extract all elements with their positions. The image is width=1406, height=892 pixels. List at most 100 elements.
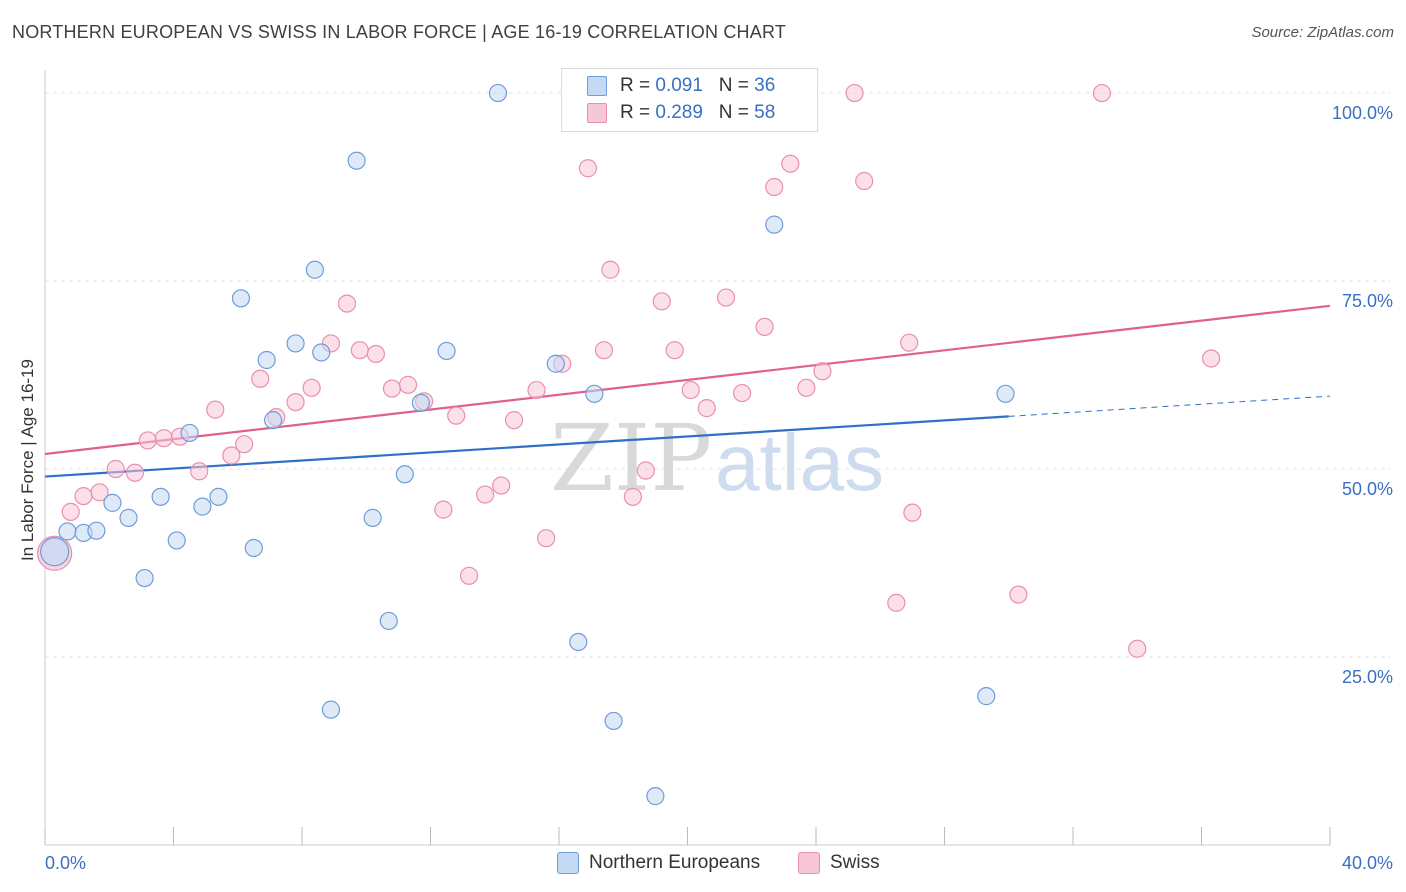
point-northern-europeans (231, 289, 251, 308)
point-northern-europeans (363, 508, 382, 527)
point-swiss (398, 375, 418, 394)
y-tick-label: 50.0% (1342, 479, 1393, 499)
point-swiss (601, 260, 620, 279)
x-tick-labels: 0.0% 40.0% (45, 853, 1393, 873)
y-tick-labels: 25.0% 50.0% 75.0% 100.0% (1332, 103, 1393, 687)
legend-r-label: R = (620, 75, 656, 96)
point-northern-europeans (546, 354, 565, 373)
point-swiss (594, 341, 614, 360)
point-northern-europeans (379, 611, 398, 631)
point-swiss (476, 485, 495, 504)
point-northern-europeans (646, 787, 665, 806)
point-swiss (1202, 349, 1221, 368)
source-label: Source: ZipAtlas.com (1251, 24, 1394, 41)
point-northern-europeans (312, 343, 331, 362)
point-swiss (350, 341, 369, 360)
point-swiss (206, 400, 225, 419)
point-northern-europeans (119, 508, 138, 527)
legend-r-value: 0.091 (655, 75, 703, 96)
point-swiss (138, 431, 157, 450)
point-swiss (434, 500, 453, 519)
point-swiss (733, 383, 752, 403)
y-tick-label: 100.0% (1332, 103, 1393, 123)
point-swiss (504, 411, 524, 430)
y-tick-label: 25.0% (1342, 667, 1393, 687)
y-tick-label: 75.0% (1342, 291, 1393, 311)
axes (44, 70, 1331, 846)
point-northern-europeans (193, 497, 212, 516)
trend-line-swiss (44, 304, 1331, 456)
point-swiss (697, 399, 716, 418)
point-swiss (235, 435, 254, 454)
trend-line-extension (1008, 395, 1331, 417)
point-northern-europeans (488, 83, 508, 103)
point-northern-europeans (321, 700, 341, 719)
point-swiss (665, 341, 684, 360)
point-northern-europeans (395, 465, 414, 484)
legend-n-value: 36 (754, 75, 776, 96)
point-northern-europeans (569, 632, 588, 652)
point-swiss (755, 317, 774, 336)
point-swiss (337, 294, 357, 313)
grid-lines (45, 92, 1390, 658)
point-swiss (1128, 639, 1147, 658)
point-swiss (578, 159, 598, 178)
point-northern-europeans (180, 423, 199, 443)
point-northern-europeans (151, 487, 170, 506)
point-northern-europeans (209, 487, 228, 506)
point-northern-europeans (87, 521, 106, 540)
point-northern-europeans (604, 711, 623, 731)
point-swiss (855, 171, 874, 191)
legend-item-northern-europeans[interactable]: Northern Europeans (557, 852, 760, 874)
point-swiss (492, 476, 511, 495)
point-swiss (900, 333, 919, 352)
point-swiss (222, 446, 241, 465)
series-legend: Northern Europeans Swiss (0, 850, 1406, 878)
point-swiss (125, 463, 145, 482)
legend-label-northern: Northern Europeans (589, 852, 761, 873)
legend-row-swiss: R = 0.289 N = 58 (587, 101, 776, 125)
legend-r-label: R = (620, 102, 656, 123)
point-swiss (251, 369, 270, 388)
legend-label-swiss: Swiss (830, 852, 880, 873)
point-swiss (302, 378, 321, 397)
point-swiss (623, 487, 642, 506)
point-swiss (61, 502, 80, 521)
y-axis-label: In Labor Force | Age 16-19 (18, 359, 37, 561)
point-swiss (154, 429, 173, 448)
point-swiss (286, 392, 305, 412)
legend-item-swiss[interactable]: Swiss (798, 852, 880, 874)
point-northern-europeans (257, 350, 276, 370)
point-northern-europeans (585, 384, 604, 403)
point-swiss (366, 344, 385, 364)
point-swiss (813, 362, 832, 381)
point-swiss (652, 292, 671, 311)
point-northern-europeans (103, 493, 122, 512)
legend-n-label: N = (718, 75, 755, 96)
correlation-legend: R = 0.091 N = 36 R = 0.289 N = 58 (561, 68, 818, 132)
point-northern-europeans (135, 568, 154, 588)
watermark-atlas: atlas (715, 418, 884, 507)
point-swiss (537, 529, 556, 548)
point-swiss (106, 459, 125, 479)
point-northern-europeans (58, 522, 77, 541)
point-swiss (845, 83, 864, 103)
point-swiss (781, 154, 800, 173)
point-northern-europeans (40, 537, 70, 567)
point-northern-europeans (347, 151, 366, 170)
legend-n-value: 58 (754, 102, 776, 123)
point-swiss (1092, 83, 1112, 103)
x-tick-label: 40.0% (1342, 853, 1393, 873)
point-swiss (90, 483, 109, 502)
legend-n-label: N = (718, 102, 755, 123)
data-points (37, 83, 1221, 806)
point-swiss (681, 380, 700, 400)
legend-r-value: 0.289 (655, 102, 703, 123)
point-swiss (903, 503, 922, 522)
point-swiss (459, 566, 479, 585)
point-swiss (190, 462, 209, 481)
point-swiss (716, 288, 736, 307)
point-northern-europeans (411, 393, 430, 412)
point-swiss (887, 593, 906, 612)
